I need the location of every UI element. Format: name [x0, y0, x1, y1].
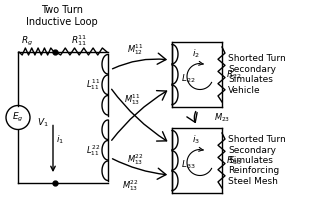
Text: $i_1$: $i_1$	[56, 133, 64, 146]
Text: $L_{11}^{11}$: $L_{11}^{11}$	[86, 77, 100, 92]
Text: Shorted Turn
Secondary
Simulates
Reinforcing
Steel Mesh: Shorted Turn Secondary Simulates Reinfor…	[228, 135, 286, 186]
Text: $R_g$: $R_g$	[21, 35, 33, 48]
Text: $M_{12}^{11}$: $M_{12}^{11}$	[127, 42, 143, 57]
Text: $M_{13}^{22}$: $M_{13}^{22}$	[127, 153, 143, 167]
Text: $i_2$: $i_2$	[192, 48, 200, 61]
Text: $R_{11}^{11}$: $R_{11}^{11}$	[71, 33, 87, 48]
Text: $M_{13}^{11}$: $M_{13}^{11}$	[124, 92, 140, 107]
Text: $L_{22}$: $L_{22}$	[181, 72, 195, 85]
Text: $M_{13}^{22}$: $M_{13}^{22}$	[122, 178, 138, 193]
Text: Two Turn
Inductive Loop: Two Turn Inductive Loop	[26, 5, 98, 27]
Text: $R_{33}$: $R_{33}$	[226, 154, 242, 167]
Text: $L_{11}^{22}$: $L_{11}^{22}$	[86, 143, 100, 158]
Text: $L_{33}$: $L_{33}$	[181, 158, 195, 171]
Text: $V_1$: $V_1$	[37, 116, 49, 129]
Text: Shorted Turn
Secondary
Simulates
Vehicle: Shorted Turn Secondary Simulates Vehicle	[228, 54, 286, 95]
Text: $E_g$: $E_g$	[12, 111, 24, 124]
Text: $R_{22}$: $R_{22}$	[226, 68, 242, 81]
Text: $i_3$: $i_3$	[192, 134, 200, 146]
Text: $M_{23}$: $M_{23}$	[214, 111, 230, 124]
